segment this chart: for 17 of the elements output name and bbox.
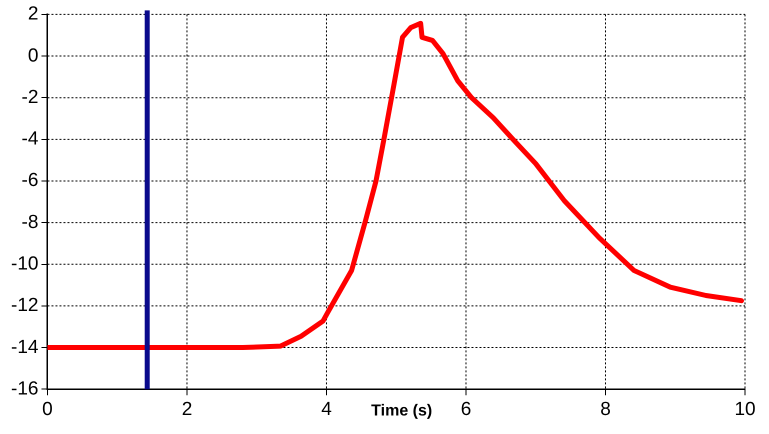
x-tick-label: 6 <box>460 398 472 420</box>
x-tick-label: 0 <box>42 398 53 420</box>
y-tick-label: -16 <box>10 378 38 400</box>
y-tick-label: -10 <box>10 254 38 274</box>
y-tick-label: -8 <box>22 212 38 233</box>
y-tick-label: -2 <box>22 86 38 108</box>
y-tick-label: -4 <box>22 128 39 150</box>
x-tick-label: 4 <box>321 398 332 420</box>
x-tick-label: 10 <box>734 398 756 420</box>
y-tick-label: 0 <box>28 45 38 66</box>
y-tick-label: -6 <box>22 170 38 192</box>
x-tick-label: 2 <box>182 398 192 420</box>
y-tick-label: 2 <box>28 4 38 25</box>
y-tick-label: -12 <box>10 295 38 316</box>
x-axis-title: Time (s) <box>371 402 432 420</box>
x-tick-label: 8 <box>600 398 611 420</box>
y-tick-label: -14 <box>10 336 39 358</box>
